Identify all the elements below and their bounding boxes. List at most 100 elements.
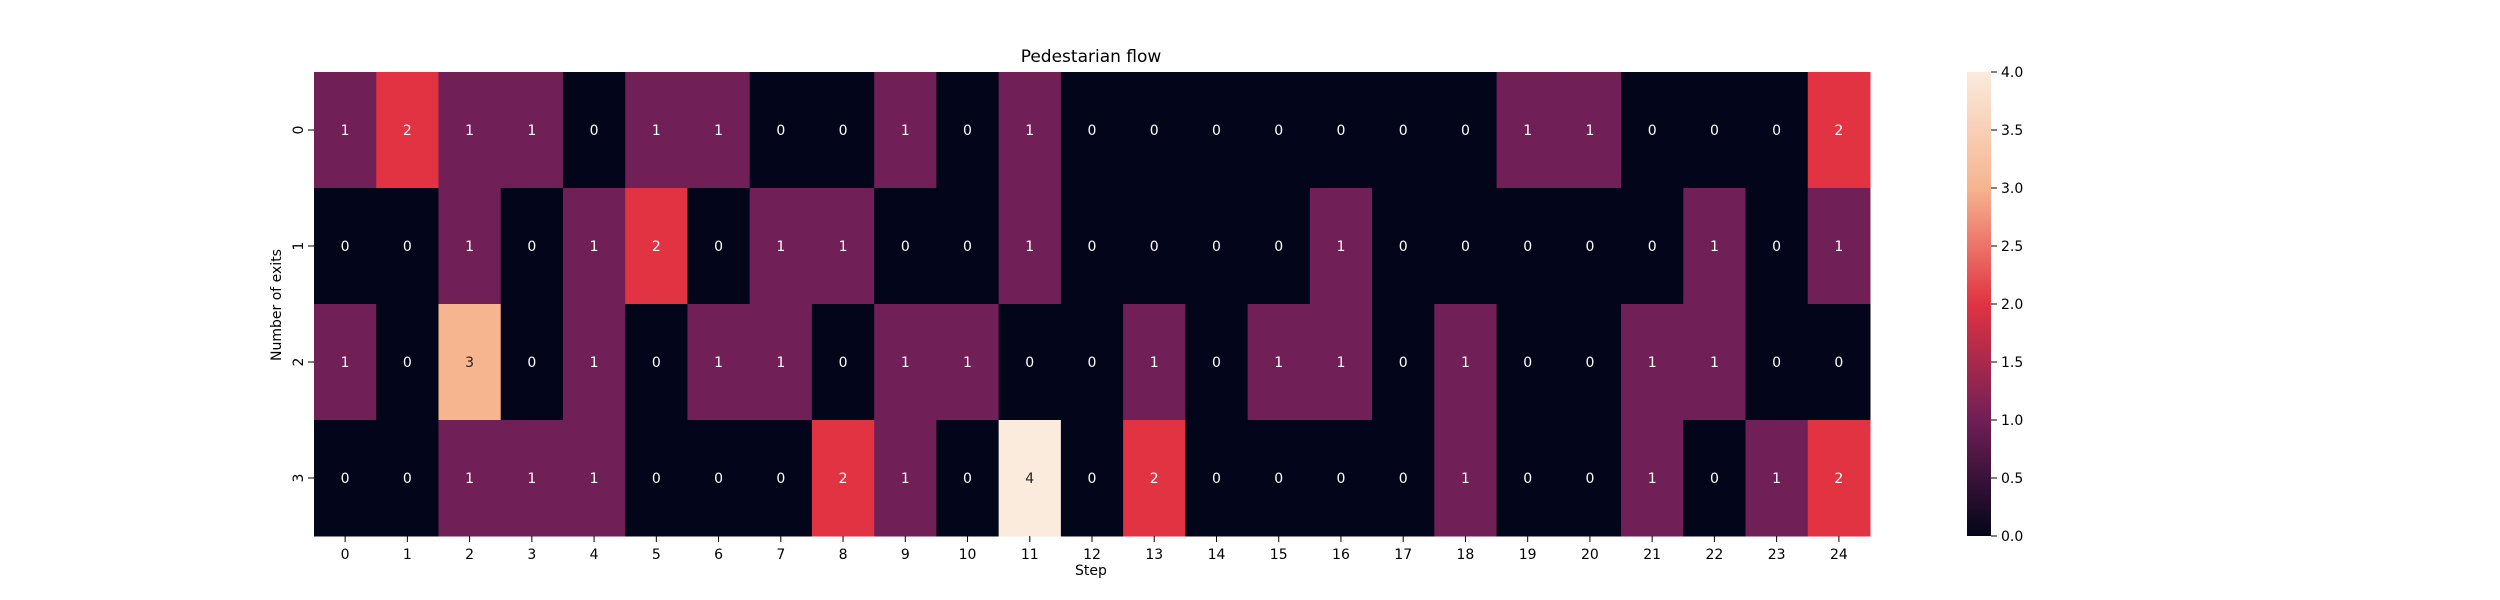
heatmap-cell (500, 72, 564, 189)
heatmap-cell (687, 420, 751, 537)
heatmap-cell (438, 420, 502, 537)
heatmap-cell (1496, 304, 1560, 421)
heatmap-cell (1372, 72, 1435, 189)
x-tick-label: 11 (1021, 547, 1039, 563)
x-tick-label: 24 (1830, 547, 1848, 563)
cell-value-label: 1 (527, 123, 536, 139)
cell-value-label: 1 (1648, 355, 1657, 371)
cell-value-label: 0 (1461, 123, 1470, 139)
y-tick-label: 0 (291, 126, 307, 135)
x-tick-label: 21 (1643, 547, 1661, 563)
cell-value-label: 2 (1834, 123, 1843, 139)
heatmap-cell (1558, 304, 1622, 421)
heatmap-cell (874, 420, 937, 537)
y-tick-label: 1 (291, 242, 307, 251)
cell-value-label: 1 (1150, 355, 1159, 371)
cell-value-label: 1 (776, 355, 785, 371)
heatmap-cell (376, 304, 439, 421)
cell-value-label: 0 (403, 471, 412, 487)
y-tick-label: 3 (291, 474, 307, 483)
heatmap-cell (1558, 420, 1622, 537)
heatmap-cell (562, 72, 626, 189)
heatmap-cell (314, 72, 377, 189)
heatmap-cell (1434, 420, 1498, 537)
x-tick-label: 7 (776, 547, 785, 563)
heatmap-cell (1558, 188, 1622, 305)
heatmap-cell-labels: 1 2 1 1 0 1 1 0 0 1 0 1 0 0 0 0 0 0 0 1 1 0 0 0 2 0 0 1 0 1 2 0 1 1 0 0 1 0 0 0… (341, 123, 1844, 487)
heatmap-cell (1807, 304, 1871, 421)
cell-value-label: 1 (1025, 239, 1034, 255)
heatmap-cell (998, 420, 1062, 537)
cell-value-label: 1 (1274, 355, 1283, 371)
x-tick-label: 20 (1581, 547, 1599, 563)
heatmap-cell (998, 304, 1062, 421)
cell-value-label: 0 (1772, 239, 1781, 255)
x-tick-label: 13 (1145, 547, 1163, 563)
x-tick-label: 2 (465, 547, 474, 563)
heatmap-cell (1309, 72, 1373, 189)
cell-value-label: 0 (839, 355, 848, 371)
heatmap-cell (1309, 304, 1373, 421)
heatmap-cell (998, 72, 1062, 189)
heatmap-cell (936, 304, 1000, 421)
cell-value-label: 0 (1088, 471, 1097, 487)
heatmap-cell (1123, 304, 1186, 421)
cell-value-label: 0 (901, 239, 910, 255)
cell-value-label: 0 (1336, 123, 1345, 139)
cell-value-label: 0 (1585, 471, 1594, 487)
colorbar-tick-label: 3.0 (2001, 181, 2023, 197)
heatmap-cell (1683, 304, 1747, 421)
heatmap-cell (500, 304, 564, 421)
cell-value-label: 0 (1648, 123, 1657, 139)
heatmap-cell (625, 420, 688, 537)
cell-value-label: 0 (1399, 123, 1408, 139)
heatmap-cell (625, 304, 688, 421)
heatmap-cell (1683, 188, 1747, 305)
cell-value-label: 0 (776, 471, 785, 487)
cell-value-label: 0 (1212, 355, 1221, 371)
cell-value-label: 1 (1025, 123, 1034, 139)
cell-value-label: 3 (465, 355, 474, 371)
colorbar-tick-label: 0.0 (2001, 529, 2023, 545)
heatmap-cell (1309, 188, 1373, 305)
x-tick-label: 1 (403, 547, 412, 563)
y-axis: 0 1 2 3 (291, 126, 314, 483)
heatmap-cell (749, 420, 813, 537)
heatmap-cell (749, 72, 813, 189)
heatmap-cell (1060, 304, 1124, 421)
cell-value-label: 1 (590, 355, 599, 371)
cell-value-label: 0 (1336, 471, 1345, 487)
heatmap-cell (811, 188, 875, 305)
cell-value-label: 0 (1772, 355, 1781, 371)
heatmap-cell (811, 420, 875, 537)
colorbar: 0.0 0.5 1.0 1.5 2.0 2.5 3.0 3.5 4.0 (1967, 65, 2023, 545)
cell-value-label: 1 (839, 239, 848, 255)
cell-value-label: 1 (1336, 239, 1345, 255)
heatmap-cell (1434, 188, 1498, 305)
heatmap-cell (1496, 188, 1560, 305)
cell-value-label: 1 (963, 355, 972, 371)
heatmap-cell (1309, 420, 1373, 537)
cell-value-label: 0 (963, 471, 972, 487)
x-tick-label: 0 (341, 547, 350, 563)
colorbar-tick-label: 4.0 (2001, 65, 2023, 81)
heatmap-cell (625, 188, 688, 305)
x-tick-label: 10 (959, 547, 977, 563)
heatmap-cell (1247, 72, 1311, 189)
heatmap-cell (936, 420, 1000, 537)
cell-value-label: 1 (1834, 239, 1843, 255)
x-tick-label: 12 (1083, 547, 1101, 563)
cell-value-label: 1 (590, 471, 599, 487)
heatmap-cells (314, 72, 1871, 537)
heatmap-cell (1745, 420, 1809, 537)
heatmap-cell (1247, 420, 1311, 537)
heatmap-cell (1807, 420, 1871, 537)
x-tick-label: 16 (1332, 547, 1350, 563)
x-tick-label: 14 (1208, 547, 1226, 563)
heatmap-cell (1434, 304, 1498, 421)
cell-value-label: 1 (590, 239, 599, 255)
x-tick-label: 17 (1394, 547, 1412, 563)
heatmap-cell (1247, 304, 1311, 421)
cell-value-label: 4 (1025, 471, 1034, 487)
